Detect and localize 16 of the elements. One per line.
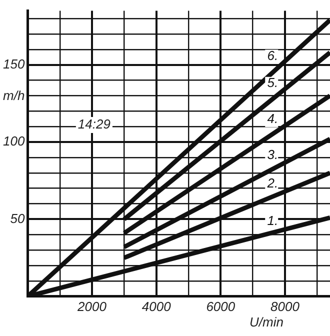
y-tick-label: 150 xyxy=(2,56,26,72)
y-axis-title: m/h xyxy=(3,88,25,104)
series-label: 1. xyxy=(267,212,278,228)
series-label: 5. xyxy=(267,74,278,90)
series-label: 4. xyxy=(267,111,278,126)
x-axis-title: U/min xyxy=(250,314,284,330)
series-label: 2. xyxy=(266,176,278,191)
x-tick-label: 2000 xyxy=(76,298,108,314)
y-tick-label: 100 xyxy=(2,134,26,149)
x-tick-label: 8000 xyxy=(270,298,300,314)
series-label: 6. xyxy=(267,48,278,63)
y-tick-label: 50 xyxy=(10,210,26,226)
annotation: 14:29 xyxy=(78,116,110,132)
series-label: 3. xyxy=(267,147,278,162)
x-tick-label: 4000 xyxy=(142,298,172,314)
x-tick-label: 6000 xyxy=(206,298,236,314)
